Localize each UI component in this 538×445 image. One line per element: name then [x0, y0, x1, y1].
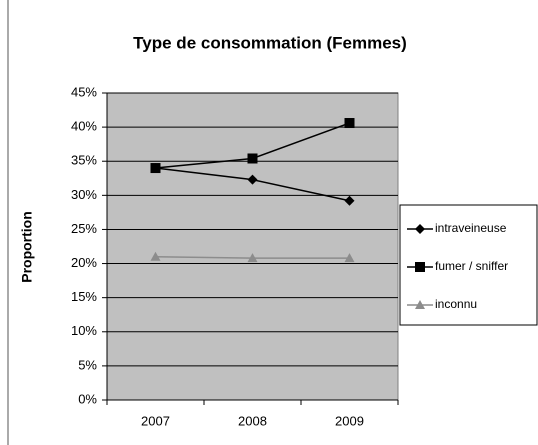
data-point: [247, 174, 258, 185]
legend-marker: [415, 262, 425, 272]
data-point: [150, 163, 161, 174]
y-axis-label: Proportion: [19, 211, 35, 283]
data-point: [344, 118, 355, 129]
y-tick-label: 40%: [71, 119, 97, 134]
data-point: [344, 195, 355, 206]
data-point: [247, 253, 258, 263]
y-tick-label: 0%: [78, 391, 97, 406]
legend-label: inconnu: [435, 297, 477, 311]
legend-marker: [415, 300, 425, 309]
legend-label: fumer / sniffer: [435, 259, 508, 273]
y-tick-label: 25%: [71, 221, 97, 236]
data-point: [247, 153, 258, 164]
x-tick-label: 2009: [335, 413, 364, 428]
y-tick-label: 35%: [71, 153, 97, 168]
x-tick-label: 2008: [238, 413, 267, 428]
data-point: [344, 253, 355, 263]
x-tick-label: 2007: [141, 413, 170, 428]
y-tick-label: 30%: [71, 187, 97, 202]
y-tick-label: 10%: [71, 323, 97, 338]
y-tick-label: 15%: [71, 289, 97, 304]
plot-area: [106, 92, 399, 401]
y-tick-label: 20%: [71, 255, 97, 270]
legend-marker: [415, 224, 425, 234]
y-tick-label: 5%: [78, 357, 97, 372]
data-point: [150, 251, 161, 261]
y-tick-label: 45%: [71, 84, 97, 99]
chart-title: Type de consommation (Femmes): [133, 33, 407, 52]
legend-label: intraveineuse: [435, 221, 507, 235]
